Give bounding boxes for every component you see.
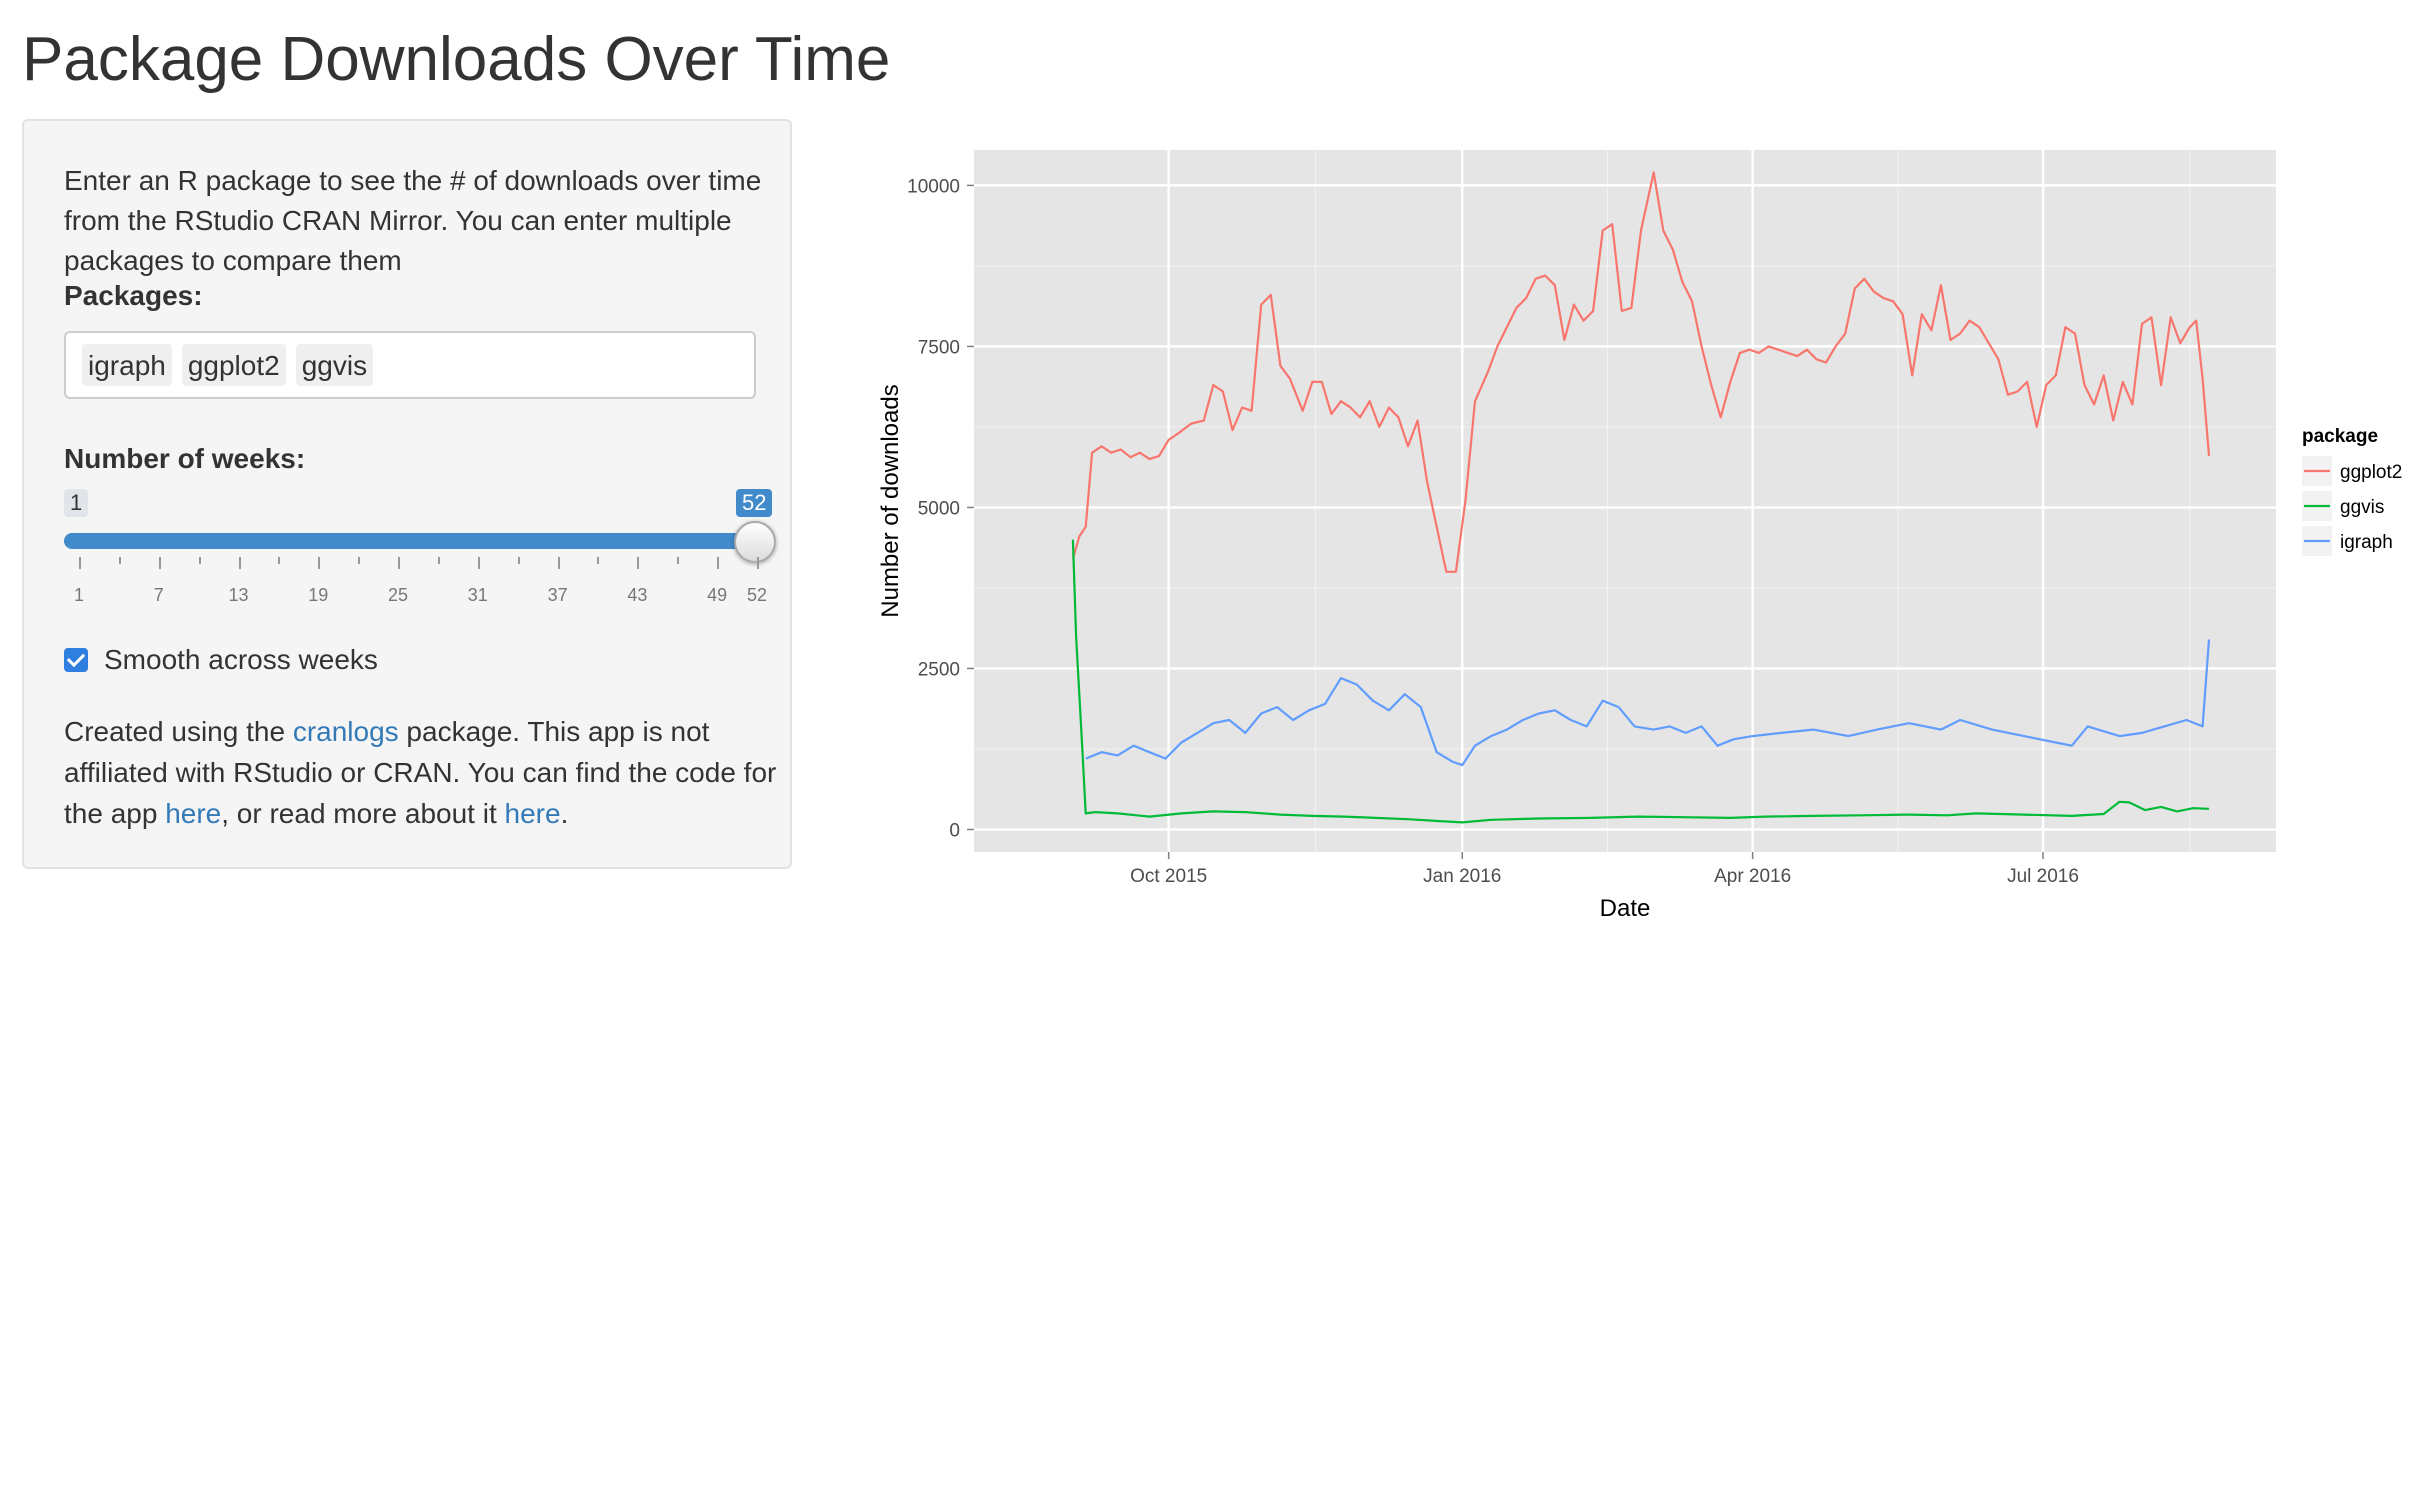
- slider-tick: [358, 557, 361, 564]
- smooth-checkbox[interactable]: [64, 648, 88, 672]
- series-line-igraph: [1085, 639, 2211, 767]
- slider-tick-label: 13: [228, 585, 249, 605]
- slider-tick: [238, 557, 241, 569]
- slider-tick: [118, 557, 121, 564]
- footer-text-4: .: [560, 798, 569, 829]
- slider-tick: [437, 557, 440, 564]
- y-tick-label: 10000: [907, 176, 960, 197]
- cranlogs-link[interactable]: cranlogs: [292, 716, 399, 747]
- smooth-option[interactable]: Smooth across weeks: [64, 644, 378, 676]
- slider-tick-label: 7: [153, 585, 164, 605]
- slider-tick-label: 52: [746, 585, 768, 605]
- slider-tick-label: 43: [627, 585, 648, 605]
- slider-tick: [677, 557, 680, 564]
- slider-tick-label: 1: [73, 585, 85, 605]
- slider-tick: [79, 557, 81, 569]
- slider-tick: [398, 557, 401, 569]
- x-tick-label: Oct 2015: [1130, 866, 1207, 887]
- packages-input[interactable]: igraph ggplot2 ggvis: [64, 331, 756, 399]
- x-axis-title: Date: [1600, 895, 1651, 922]
- slider-tick: [597, 557, 600, 564]
- code-link[interactable]: here: [165, 798, 222, 829]
- slider-tick: [158, 557, 161, 569]
- x-tick-label: Jul 2016: [2007, 866, 2079, 887]
- series-line-ggplot2: [1071, 171, 2211, 573]
- slider-tick: [318, 557, 321, 569]
- plot-panel: [974, 150, 2276, 852]
- legend-label: ggplot2: [2340, 462, 2402, 483]
- package-chip[interactable]: ggplot2: [181, 344, 286, 386]
- slider-tick: [757, 557, 759, 569]
- legend-label: ggvis: [2340, 497, 2384, 518]
- y-tick-label: 2500: [918, 659, 960, 680]
- footer-text-1: Created using the: [64, 716, 293, 747]
- footer-text-3: , or read more about it: [221, 798, 505, 829]
- slider-tick-label: 19: [308, 585, 329, 605]
- slider-handle[interactable]: [734, 521, 776, 563]
- slider-track[interactable]: [64, 533, 754, 549]
- slider-tick: [517, 557, 520, 564]
- footer-text: Created using the cranlogs package. This…: [64, 711, 784, 834]
- y-axis-title: Number of downloads: [877, 384, 904, 617]
- package-chip[interactable]: ggvis: [295, 344, 374, 386]
- slider-min-badge: 1: [64, 489, 89, 517]
- intro-text: Enter an R package to see the # of downl…: [64, 165, 762, 276]
- slider-tick-label: 25: [388, 585, 409, 605]
- packages-label: Packages:: [64, 280, 203, 311]
- y-tick-label: 0: [949, 820, 960, 841]
- slider-tick: [717, 557, 720, 569]
- slider-tick: [557, 557, 560, 569]
- slider-value-badge: 52: [736, 489, 773, 517]
- slider-tick: [477, 557, 480, 569]
- weeks-label: Number of weeks:: [64, 443, 306, 474]
- x-tick-label: Apr 2016: [1714, 866, 1791, 887]
- slider-tick: [278, 557, 281, 564]
- slider-ticks: 1 7 13 19 25 31 37 43 49 52: [64, 557, 784, 617]
- y-tick-label: 5000: [918, 498, 960, 519]
- footer-text-2: package. This app is not affiliated with…: [64, 716, 777, 829]
- page-title: Package Downloads Over Time: [22, 25, 891, 94]
- smooth-label: Smooth across weeks: [104, 644, 378, 675]
- downloads-chart: 0 2500 5000 7500 10000 Oct 2015 Jan 2016 Apr 20…: [877, 150, 2402, 922]
- legend-label: igraph: [2340, 532, 2393, 553]
- slider-tick: [637, 557, 640, 569]
- slider-tick-label: 49: [707, 585, 728, 605]
- y-tick-label: 7500: [918, 337, 960, 358]
- package-chip[interactable]: igraph: [82, 344, 172, 386]
- slider-tick-label: 37: [547, 585, 568, 605]
- legend-title: package: [2302, 426, 2378, 447]
- read-more-link[interactable]: here: [504, 798, 561, 829]
- sidebar-panel: Enter an R package to see the # of downl…: [22, 119, 792, 869]
- weeks-slider[interactable]: 1 52 1 7 13 19 25 31 37 43 49 52: [64, 481, 784, 621]
- series-line-ggvis: [1071, 539, 2210, 824]
- x-tick-label: Jan 2016: [1423, 866, 1501, 887]
- slider-tick: [198, 557, 201, 564]
- slider-tick-label: 31: [467, 585, 488, 605]
